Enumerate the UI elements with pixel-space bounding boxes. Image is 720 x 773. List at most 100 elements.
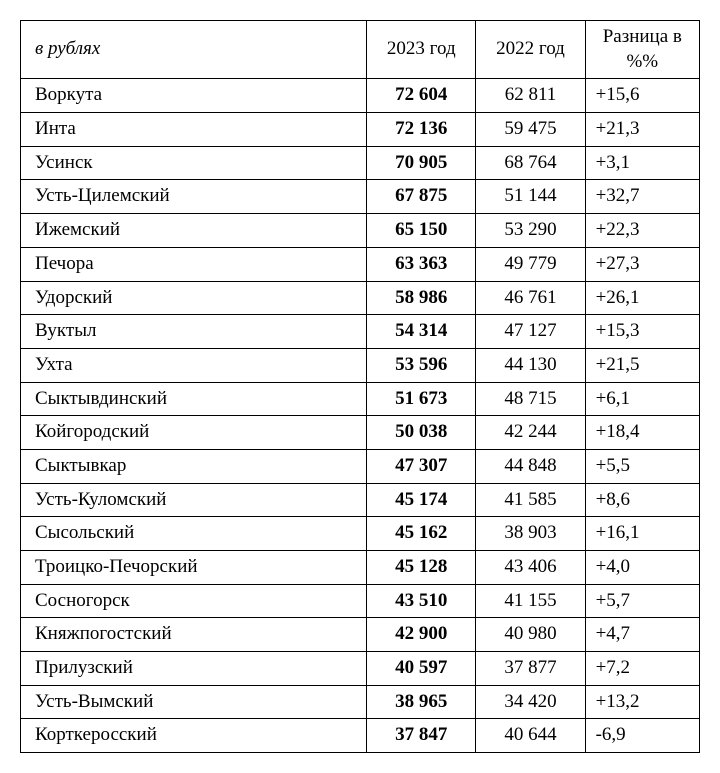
cell-diff: +15,6 bbox=[585, 79, 699, 113]
cell-2023: 37 847 bbox=[367, 719, 476, 753]
table-row: Троицко-Печорский45 12843 406+4,0 bbox=[21, 551, 700, 585]
cell-region: Удорский bbox=[21, 281, 367, 315]
table-row: Княжпогостский42 90040 980+4,7 bbox=[21, 618, 700, 652]
cell-diff: +27,3 bbox=[585, 247, 699, 281]
cell-diff: +4,0 bbox=[585, 551, 699, 585]
header-row: в рублях 2023 год 2022 год Разница в %% bbox=[21, 21, 700, 79]
cell-region: Сысольский bbox=[21, 517, 367, 551]
cell-region: Ижемский bbox=[21, 214, 367, 248]
cell-2022: 40 980 bbox=[476, 618, 585, 652]
cell-diff: +13,2 bbox=[585, 685, 699, 719]
cell-2023: 58 986 bbox=[367, 281, 476, 315]
cell-diff: +7,2 bbox=[585, 652, 699, 686]
cell-region: Усть-Цилемский bbox=[21, 180, 367, 214]
cell-2023: 67 875 bbox=[367, 180, 476, 214]
cell-2023: 51 673 bbox=[367, 382, 476, 416]
data-table: в рублях 2023 год 2022 год Разница в %% … bbox=[20, 20, 700, 753]
cell-2022: 53 290 bbox=[476, 214, 585, 248]
cell-2022: 46 761 bbox=[476, 281, 585, 315]
cell-2022: 41 585 bbox=[476, 483, 585, 517]
table-row: Усть-Куломский45 17441 585+8,6 bbox=[21, 483, 700, 517]
cell-2023: 42 900 bbox=[367, 618, 476, 652]
cell-2023: 38 965 bbox=[367, 685, 476, 719]
cell-region: Прилузский bbox=[21, 652, 367, 686]
cell-2023: 45 128 bbox=[367, 551, 476, 585]
table-row: Усинск70 90568 764+3,1 bbox=[21, 146, 700, 180]
table-row: Усть-Вымский38 96534 420+13,2 bbox=[21, 685, 700, 719]
cell-2022: 34 420 bbox=[476, 685, 585, 719]
cell-2022: 37 877 bbox=[476, 652, 585, 686]
cell-2022: 44 848 bbox=[476, 449, 585, 483]
cell-2022: 68 764 bbox=[476, 146, 585, 180]
table-row: Сыктывкар47 30744 848+5,5 bbox=[21, 449, 700, 483]
header-caption: в рублях bbox=[21, 21, 367, 79]
cell-2022: 59 475 bbox=[476, 113, 585, 147]
cell-region: Сыктывкар bbox=[21, 449, 367, 483]
table-row: Койгородский50 03842 244+18,4 bbox=[21, 416, 700, 450]
cell-2022: 43 406 bbox=[476, 551, 585, 585]
cell-diff: +21,3 bbox=[585, 113, 699, 147]
cell-diff: +5,7 bbox=[585, 584, 699, 618]
cell-region: Усинск bbox=[21, 146, 367, 180]
cell-2022: 47 127 bbox=[476, 315, 585, 349]
cell-region: Корткеросский bbox=[21, 719, 367, 753]
table-row: Усть-Цилемский67 87551 144+32,7 bbox=[21, 180, 700, 214]
cell-2023: 65 150 bbox=[367, 214, 476, 248]
table-row: Корткеросский37 84740 644-6,9 bbox=[21, 719, 700, 753]
cell-diff: -6,9 bbox=[585, 719, 699, 753]
cell-region: Сосногорск bbox=[21, 584, 367, 618]
cell-region: Сыктывдинский bbox=[21, 382, 367, 416]
cell-2023: 40 597 bbox=[367, 652, 476, 686]
cell-2022: 41 155 bbox=[476, 584, 585, 618]
cell-region: Усть-Куломский bbox=[21, 483, 367, 517]
header-2022: 2022 год bbox=[476, 21, 585, 79]
cell-diff: +15,3 bbox=[585, 315, 699, 349]
cell-2023: 54 314 bbox=[367, 315, 476, 349]
cell-diff: +22,3 bbox=[585, 214, 699, 248]
table-row: Сыктывдинский51 67348 715+6,1 bbox=[21, 382, 700, 416]
cell-2022: 42 244 bbox=[476, 416, 585, 450]
cell-region: Койгородский bbox=[21, 416, 367, 450]
cell-region: Усть-Вымский bbox=[21, 685, 367, 719]
cell-region: Воркута bbox=[21, 79, 367, 113]
cell-2022: 51 144 bbox=[476, 180, 585, 214]
cell-2022: 49 779 bbox=[476, 247, 585, 281]
header-diff: Разница в %% bbox=[585, 21, 699, 79]
cell-2022: 40 644 bbox=[476, 719, 585, 753]
table-row: Сосногорск43 51041 155+5,7 bbox=[21, 584, 700, 618]
cell-2023: 47 307 bbox=[367, 449, 476, 483]
cell-2022: 48 715 bbox=[476, 382, 585, 416]
cell-2022: 44 130 bbox=[476, 348, 585, 382]
cell-diff: +32,7 bbox=[585, 180, 699, 214]
cell-2022: 38 903 bbox=[476, 517, 585, 551]
cell-2023: 70 905 bbox=[367, 146, 476, 180]
header-2023: 2023 год bbox=[367, 21, 476, 79]
cell-diff: +6,1 bbox=[585, 382, 699, 416]
cell-diff: +8,6 bbox=[585, 483, 699, 517]
cell-2023: 63 363 bbox=[367, 247, 476, 281]
cell-diff: +18,4 bbox=[585, 416, 699, 450]
table-row: Воркута72 60462 811+15,6 bbox=[21, 79, 700, 113]
cell-region: Инта bbox=[21, 113, 367, 147]
cell-2023: 45 162 bbox=[367, 517, 476, 551]
cell-2023: 72 136 bbox=[367, 113, 476, 147]
cell-region: Вуктыл bbox=[21, 315, 367, 349]
table-row: Ухта53 59644 130+21,5 bbox=[21, 348, 700, 382]
cell-region: Княжпогостский bbox=[21, 618, 367, 652]
cell-2023: 50 038 bbox=[367, 416, 476, 450]
cell-diff: +16,1 bbox=[585, 517, 699, 551]
cell-2023: 45 174 bbox=[367, 483, 476, 517]
cell-2023: 72 604 bbox=[367, 79, 476, 113]
table-row: Вуктыл54 31447 127+15,3 bbox=[21, 315, 700, 349]
table-row: Прилузский40 59737 877+7,2 bbox=[21, 652, 700, 686]
cell-diff: +3,1 bbox=[585, 146, 699, 180]
cell-region: Печора bbox=[21, 247, 367, 281]
table-row: Инта72 13659 475+21,3 bbox=[21, 113, 700, 147]
cell-2023: 43 510 bbox=[367, 584, 476, 618]
cell-diff: +26,1 bbox=[585, 281, 699, 315]
cell-diff: +4,7 bbox=[585, 618, 699, 652]
cell-2022: 62 811 bbox=[476, 79, 585, 113]
cell-region: Троицко-Печорский bbox=[21, 551, 367, 585]
cell-region: Ухта bbox=[21, 348, 367, 382]
table-row: Печора63 36349 779+27,3 bbox=[21, 247, 700, 281]
